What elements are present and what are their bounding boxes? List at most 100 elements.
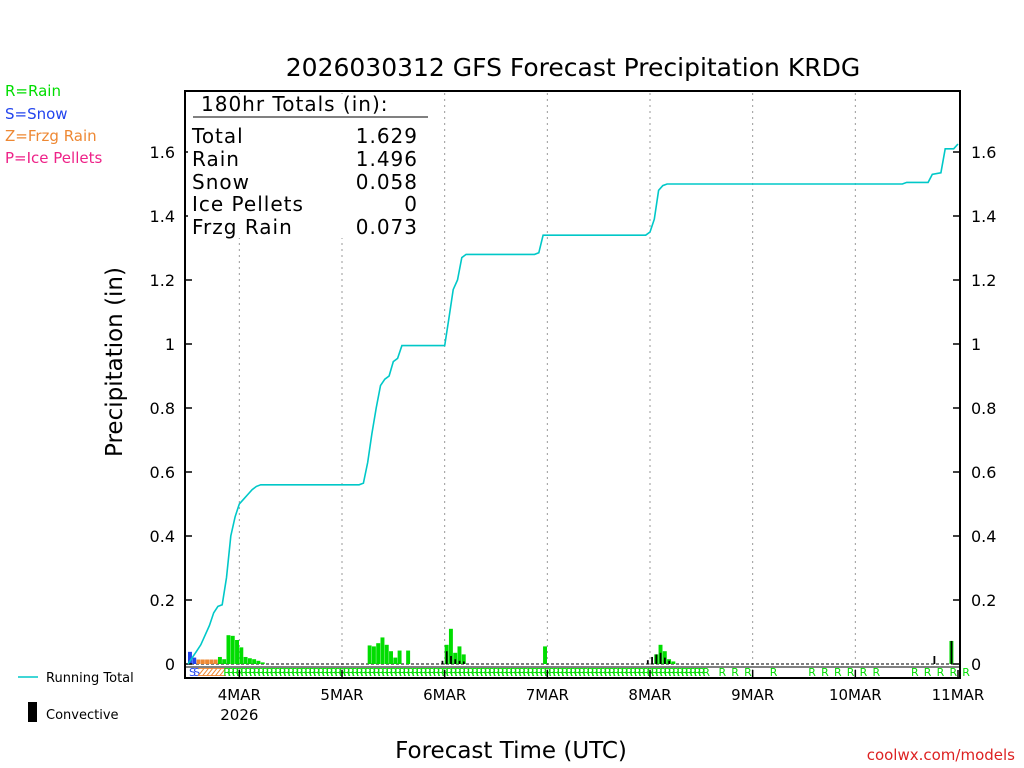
convective-bar — [646, 660, 649, 664]
ptype-rain: R — [702, 666, 710, 679]
ptype-rain: R — [536, 666, 544, 679]
precip-bar-rain — [239, 647, 244, 664]
ptype-rain: R — [527, 666, 535, 679]
precip-bar-rain — [371, 646, 376, 664]
ptype-rain: R — [228, 666, 236, 679]
precip-bar-frzg_rain — [213, 659, 218, 664]
ptype-rain: R — [518, 666, 526, 679]
credit-text: coolwx.com/models — [867, 746, 1015, 764]
precip-bar-rain — [247, 658, 252, 664]
ptype-frzg_rain: Z — [206, 666, 214, 679]
ptype-rain: R — [557, 666, 565, 679]
ptype-rain: R — [744, 666, 752, 679]
ptype-rain: R — [377, 666, 385, 679]
legend-convective-swatch — [28, 702, 37, 722]
ptype-rain: R — [587, 666, 595, 679]
ptype-rain: R — [660, 666, 668, 679]
chart-title: 2026030312 GFS Forecast Precipitation KR… — [286, 53, 860, 82]
ptype-rain: R — [642, 666, 650, 679]
convective-bar — [450, 656, 452, 664]
ptype-rain: R — [459, 666, 467, 679]
precip-bar-rain — [406, 650, 411, 664]
ptype-rain: R — [450, 666, 458, 679]
totals-label-rain: Rain — [192, 147, 240, 171]
totals-value-total: 1.629 — [356, 124, 418, 148]
ptype-rain: R — [770, 666, 778, 679]
running-total-line — [187, 143, 959, 665]
ptype-snow: S — [189, 666, 196, 679]
y-tick-label-right: 1 — [971, 335, 981, 354]
ptype-rain: R — [681, 666, 689, 679]
legend-running-total: Running Total — [46, 671, 134, 686]
ptype-rain: R — [300, 666, 308, 679]
ptype-rain: R — [561, 666, 569, 679]
y-tick-label-left: 0.8 — [150, 399, 175, 418]
y-tick-label-right: 1.6 — [971, 143, 996, 162]
ptype-rain: R — [565, 666, 573, 679]
ptype-rain: R — [510, 666, 518, 679]
convective-bar — [655, 654, 658, 664]
y-tick-label-left: 1 — [165, 335, 175, 354]
ptype-rain: R — [613, 666, 621, 679]
ptype-rain: R — [834, 666, 842, 679]
convective-bar — [462, 661, 465, 664]
convective-bar — [950, 640, 953, 664]
ptype-frzg_rain: Z — [215, 666, 223, 679]
ptype-rain: R — [275, 666, 283, 679]
precip-bar-snow — [188, 651, 192, 664]
y-axis-label: Precipitation (in) — [102, 267, 128, 457]
ptype-rain: R — [655, 666, 663, 679]
ptype-rain: R — [424, 666, 432, 679]
convective-bar — [659, 652, 662, 664]
y-tick-label-right: 0.4 — [971, 527, 996, 546]
ptype-rain: R — [287, 666, 295, 679]
precip-bar-rain — [384, 644, 389, 664]
totals-label-frzg-rain: Frzg Rain — [192, 215, 293, 239]
ptype-rain: R — [808, 666, 816, 679]
y-tick-label-right: 0.6 — [971, 463, 996, 482]
ptype-rain: R — [223, 666, 231, 679]
ptype-rain: R — [621, 666, 629, 679]
ptype-rain: R — [245, 666, 253, 679]
totals-label-snow: Snow — [192, 170, 250, 194]
precip-bar-rain — [457, 646, 462, 664]
ptype-rain: R — [390, 666, 398, 679]
ptype-rain: R — [454, 666, 462, 679]
ptype-rain: R — [497, 666, 505, 679]
ptype-rain: R — [326, 666, 334, 679]
ptype-rain: R — [690, 666, 698, 679]
convective-bar — [933, 656, 936, 664]
ptype-rain: R — [296, 666, 304, 679]
x-tick-label: 8MAR — [628, 686, 671, 704]
ptype-rain: R — [292, 666, 300, 679]
ptype-rain: R — [369, 666, 377, 679]
convective-bar — [668, 660, 671, 664]
ptype-rain: R — [578, 666, 586, 679]
ptype-rain: R — [343, 666, 351, 679]
ptype-rain: R — [821, 666, 829, 679]
convective-bar — [458, 660, 461, 664]
ptype-rain: R — [506, 666, 514, 679]
convective-bars — [441, 640, 953, 664]
ptype-rain: R — [677, 666, 685, 679]
y-tick-label-left: 0 — [165, 655, 175, 674]
ptype-rain: R — [860, 666, 868, 679]
ptype-rain: R — [718, 666, 726, 679]
ptype-rain: R — [630, 666, 638, 679]
precip-bars — [188, 628, 954, 664]
ptype-rain: R — [484, 666, 492, 679]
precip-bar-rain — [226, 635, 231, 664]
ptype-rain: R — [437, 666, 445, 679]
ptype-rain: R — [411, 666, 419, 679]
x-tick-label: 4MAR — [218, 686, 261, 704]
y-tick-label-left: 1.4 — [150, 207, 175, 226]
ptype-rain: R — [574, 666, 582, 679]
ptype-rain: R — [266, 666, 274, 679]
ptype-rain: R — [240, 666, 248, 679]
ptype-rain: R — [313, 666, 321, 679]
totals-value-ice-pellets: 0 — [404, 192, 418, 216]
ptype-rain: R — [476, 666, 484, 679]
ptype-frzg_rain: Z — [219, 666, 227, 679]
